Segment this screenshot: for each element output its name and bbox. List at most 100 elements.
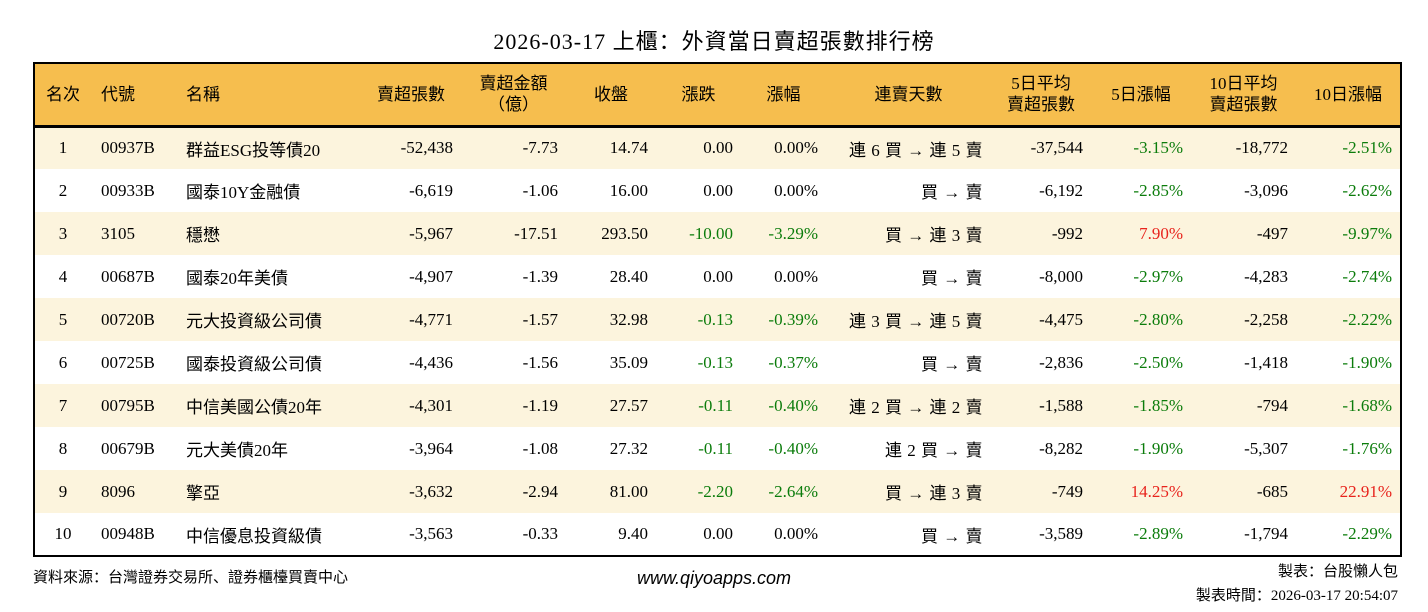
cell-change-pct: -2.64% xyxy=(768,481,818,501)
cell-5d-pct: -2.97% xyxy=(1133,266,1183,286)
cell-10d-pct: -1.90% xyxy=(1342,352,1392,372)
cell-close-price: 32.98 xyxy=(609,309,648,329)
cell-sell-amount: -1.57 xyxy=(522,309,558,329)
table-row: 8 00679B 元大美債20年 -3,964 -1.08 27.32 -0.11 -0.40… xyxy=(34,427,1401,470)
cell-sell-amount: -7.73 xyxy=(522,138,558,158)
cell-sell-streak: 買 → 賣 xyxy=(921,183,983,202)
cell-sell-streak: 連 2 買 → 賣 xyxy=(885,441,983,460)
cell-code: 3105 xyxy=(101,223,135,243)
cell-avg5-volume: -4,475 xyxy=(1039,309,1083,329)
cell-5d-pct: 7.90% xyxy=(1139,223,1183,243)
col-header-avg5-volume: 5日平均 賣超張數 xyxy=(991,63,1091,128)
cell-avg10-volume: -18,772 xyxy=(1235,138,1288,158)
cell-avg10-volume: -3,096 xyxy=(1244,180,1288,200)
cell-5d-pct: 14.25% xyxy=(1130,481,1183,501)
cell-sell-volume: -6,619 xyxy=(409,180,453,200)
cell-code: 00725B xyxy=(101,352,155,372)
table-row: 7 00795B 中信美國公債20年 -4,301 -1.19 27.57 -0.11 -0.… xyxy=(34,384,1401,427)
cell-close-price: 14.74 xyxy=(609,138,648,158)
cell-sell-streak: 買 → 賣 xyxy=(921,269,983,288)
cell-rank: 5 xyxy=(58,309,68,329)
cell-rank: 3 xyxy=(58,223,68,243)
cell-close-price: 27.32 xyxy=(609,438,648,458)
cell-close-price: 28.40 xyxy=(609,266,648,286)
cell-avg5-volume: -992 xyxy=(1051,223,1083,243)
cell-avg5-volume: -6,192 xyxy=(1039,180,1083,200)
cell-5d-pct: -1.90% xyxy=(1133,438,1183,458)
cell-10d-pct: -9.97% xyxy=(1342,223,1392,243)
table-row: 5 00720B 元大投資級公司債 -4,771 -1.57 32.98 -0.13 -0.3… xyxy=(34,298,1401,341)
table-row: 2 00933B 國泰10Y金融債 -6,619 -1.06 16.00 0.00 0.00%… xyxy=(34,169,1401,212)
cell-code: 8096 xyxy=(101,481,135,501)
cell-rank: 2 xyxy=(58,180,68,200)
cell-10d-pct: -2.62% xyxy=(1342,180,1392,200)
cell-rank: 8 xyxy=(58,438,68,458)
cell-stock-name: 元大美債20年 xyxy=(186,441,288,460)
cell-change: -0.11 xyxy=(698,438,733,458)
col-header-change: 漲跌 xyxy=(656,63,741,128)
cell-10d-pct: -2.51% xyxy=(1342,138,1392,158)
cell-sell-streak: 連 6 買 → 連 5 賣 xyxy=(849,140,983,160)
cell-stock-name: 穩懋 xyxy=(186,226,220,245)
cell-stock-name: 擎亞 xyxy=(186,484,220,503)
cell-avg10-volume: -5,307 xyxy=(1244,438,1288,458)
table-row: 3 3105 穩懋 -5,967 -17.51 293.50 -10.00 -3.29% 買 →… xyxy=(34,212,1401,255)
table-body: 1 00937B 群益ESG投等債20 -52,438 -7.73 14.74 0.00 0.… xyxy=(34,126,1401,556)
cell-sell-volume: -3,632 xyxy=(409,481,453,501)
cell-rank: 4 xyxy=(58,266,68,286)
cell-5d-pct: -2.89% xyxy=(1133,524,1183,543)
cell-code: 00679B xyxy=(101,438,155,458)
cell-avg10-volume: -794 xyxy=(1256,395,1288,415)
cell-change: -0.13 xyxy=(697,352,733,372)
cell-stock-name: 中信美國公債20年 xyxy=(186,398,322,417)
cell-close-price: 293.50 xyxy=(601,223,648,243)
cell-sell-amount: -17.51 xyxy=(514,223,558,243)
cell-avg10-volume: -685 xyxy=(1256,481,1288,501)
cell-stock-name: 國泰投資級公司債 xyxy=(186,355,322,374)
cell-5d-pct: -2.85% xyxy=(1133,180,1183,200)
cell-change: 0.00 xyxy=(703,524,733,543)
col-header-avg10-volume: 10日平均 賣超張數 xyxy=(1191,63,1296,128)
cell-stock-name: 國泰10Y金融債 xyxy=(186,183,301,202)
cell-close-price: 16.00 xyxy=(609,180,648,200)
cell-close-price: 9.40 xyxy=(618,524,648,543)
cell-sell-volume: -3,563 xyxy=(409,524,453,543)
cell-5d-pct: -3.15% xyxy=(1133,138,1183,158)
cell-avg5-volume: -1,588 xyxy=(1039,395,1083,415)
cell-sell-volume: -4,907 xyxy=(409,266,453,286)
cell-avg10-volume: -1,794 xyxy=(1244,524,1288,543)
cell-change-pct: -0.40% xyxy=(768,438,818,458)
cell-change-pct: 0.00% xyxy=(774,266,818,286)
table-row: 6 00725B 國泰投資級公司債 -4,436 -1.56 35.09 -0.13 -0.3… xyxy=(34,341,1401,384)
cell-stock-name: 中信優息投資級債 xyxy=(186,526,322,546)
cell-change-pct: -3.29% xyxy=(768,223,818,243)
cell-sell-amount: -1.06 xyxy=(522,180,558,200)
table-row: 10 00948B 中信優息投資級債 -3,563 -0.33 9.40 0.00 0.00%… xyxy=(34,513,1401,556)
cell-stock-name: 國泰20年美債 xyxy=(186,269,288,288)
cell-avg5-volume: -37,544 xyxy=(1030,138,1083,158)
cell-code: 00795B xyxy=(101,395,155,415)
table-header-row: 名次 代號 名稱 賣超張數 賣超金額 （億） 收盤 漲跌 漲幅 連賣天數 5日平… xyxy=(34,63,1401,128)
cell-sell-streak: 買 → 賣 xyxy=(921,526,983,546)
cell-10d-pct: -2.29% xyxy=(1342,524,1392,543)
cell-sell-streak: 買 → 連 3 賣 xyxy=(885,484,983,503)
cell-10d-pct: -1.68% xyxy=(1342,395,1392,415)
cell-avg10-volume: -1,418 xyxy=(1244,352,1288,372)
cell-change: -2.20 xyxy=(697,481,733,501)
cell-change: 0.00 xyxy=(703,138,733,158)
cell-sell-volume: -4,301 xyxy=(409,395,453,415)
col-header-5d-pct: 5日漲幅 xyxy=(1091,63,1191,128)
cell-rank: 1 xyxy=(58,138,68,158)
col-header-sell-volume: 賣超張數 xyxy=(361,63,461,128)
cell-stock-name: 群益ESG投等債20 xyxy=(186,140,321,160)
cell-10d-pct: -1.76% xyxy=(1342,438,1392,458)
cell-avg5-volume: -8,000 xyxy=(1039,266,1083,286)
cell-sell-volume: -3,964 xyxy=(409,438,453,458)
cell-code: 00948B xyxy=(101,524,155,543)
cell-change-pct: -0.39% xyxy=(768,309,818,329)
col-header-close: 收盤 xyxy=(566,63,656,128)
foreign-net-sell-ranking-table: 名次 代號 名稱 賣超張數 賣超金額 （億） 收盤 漲跌 漲幅 連賣天數 5日平… xyxy=(33,62,1402,557)
cell-change: 0.00 xyxy=(703,180,733,200)
cell-sell-streak: 連 3 買 → 連 5 賣 xyxy=(849,312,983,331)
cell-change: 0.00 xyxy=(703,266,733,286)
